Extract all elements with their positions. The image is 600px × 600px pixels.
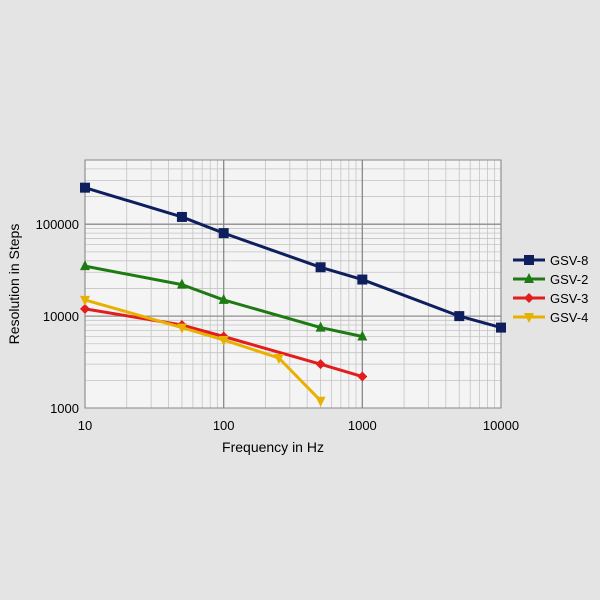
y-tick-label: 1000 [50,401,79,416]
data-point-gsv-2 [315,321,326,332]
legend-marker-gsv-4 [524,313,534,323]
data-point-gsv-4 [315,396,326,407]
y-axis-title: Resolution in Steps [6,224,22,345]
data-point-gsv-8 [454,311,465,322]
data-point-gsv-3 [80,303,90,314]
data-point-gsv-2 [357,330,368,341]
legend-item-gsv-8: GSV-8 [513,253,588,268]
legend-item-gsv-3: GSV-3 [513,291,588,306]
data-point-gsv-8 [218,228,229,239]
data-point-gsv-2 [176,278,187,289]
data-point-gsv-3 [315,359,326,370]
data-point-gsv-3 [357,371,368,382]
legend-label-gsv-8: GSV-8 [550,253,588,268]
series-gsv-8 [80,182,506,333]
data-point-gsv-8 [357,274,368,285]
legend-label-gsv-2: GSV-2 [550,272,588,287]
legend-item-gsv-2: GSV-2 [513,272,588,287]
data-point-gsv-4 [273,354,284,365]
series-gsv-2 [80,260,368,341]
data-point-gsv-4 [218,335,229,346]
legend-label-gsv-3: GSV-3 [550,291,588,306]
legend-marker-gsv-3 [524,293,534,303]
data-point-gsv-2 [80,260,90,271]
x-axis-title: Frequency in Hz [222,439,324,455]
data-point-gsv-8 [315,262,326,273]
data-point-gsv-2 [218,293,229,304]
legend-label-gsv-4: GSV-4 [550,310,588,325]
plot-frame [84,159,502,409]
data-point-gsv-4 [176,323,187,334]
legend-marker-gsv-8 [524,255,534,265]
x-axis-ticks: 10 100 1000 10000 [78,418,519,433]
y-tick-label: 10000 [43,309,79,324]
series-gsv-4 [80,295,326,407]
legend-item-gsv-4: GSV-4 [513,310,588,325]
y-tick-label: 100000 [36,217,79,232]
y-axis-ticks: 1000 10000 100000 [36,217,79,416]
x-tick-label: 10000 [483,418,519,433]
x-tick-label: 10 [78,418,92,433]
data-point-gsv-8 [80,182,90,193]
x-tick-label: 1000 [348,418,377,433]
legend-marker-gsv-2 [524,273,534,283]
data-point-gsv-8 [496,322,506,333]
plot-background [85,160,501,408]
x-tick-label: 100 [213,418,235,433]
legend: GSV-8 GSV-2 GSV-3 GSV-4 [513,253,588,325]
data-point-gsv-4 [80,295,90,306]
series-layer [80,182,506,407]
data-point-gsv-8 [176,211,187,222]
